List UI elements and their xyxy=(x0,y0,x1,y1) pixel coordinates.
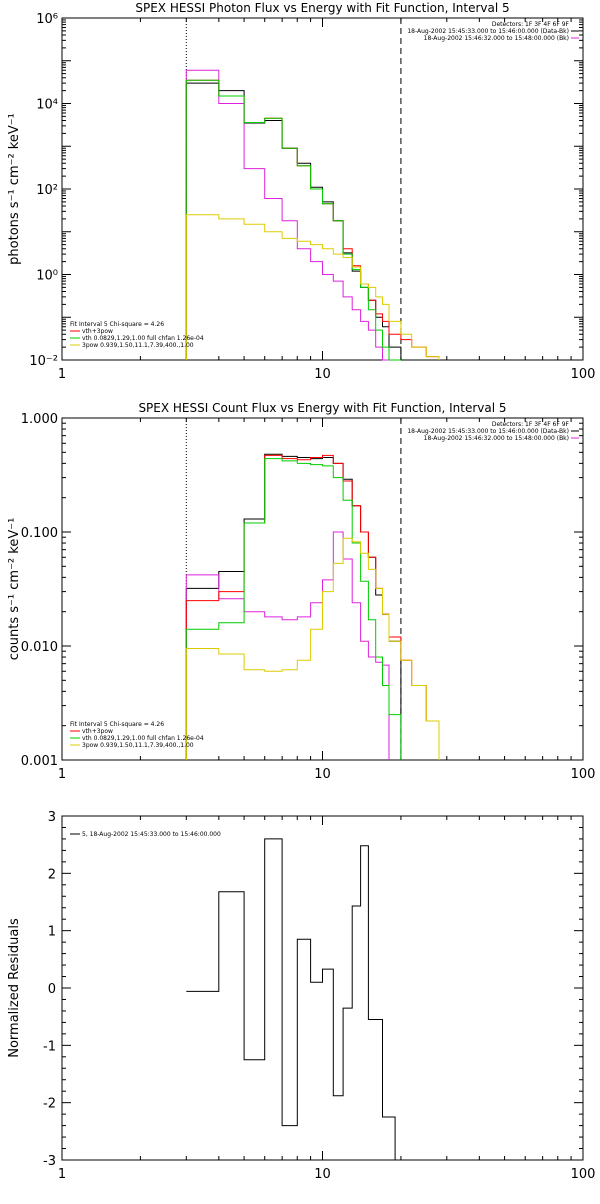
chart-title: SPEX HESSI Count Flux vs Energy with Fit… xyxy=(138,401,506,415)
y-tick-label: 0 xyxy=(48,982,56,997)
y-tick-label: -3 xyxy=(43,1154,56,1169)
x-tick-label: 100 xyxy=(571,367,596,382)
legend-bottomleft-text: Fit Interval 5 Chi-square = 4.26 xyxy=(70,721,164,728)
x-tick-label: 100 xyxy=(571,767,596,782)
y-axis-label: Normalized Residuals xyxy=(7,918,22,1058)
chart-title: SPEX HESSI Photon Flux vs Energy with Fi… xyxy=(135,1,509,15)
legend-bottomleft-text: vth 0.0829,1.29,1.00 full chfan 1.26e-04 xyxy=(82,735,204,742)
y-tick-label: 2 xyxy=(48,867,56,882)
legend-bottomleft-text: vth+3pow xyxy=(82,328,113,335)
legend-bottomleft-text: Fit Interval 5 Chi-square = 4.26 xyxy=(70,321,164,328)
y-tick-label: 10⁻² xyxy=(29,354,58,369)
legend-bottomleft-text: vth+3pow xyxy=(82,728,113,735)
x-tick-label: 1 xyxy=(58,367,66,382)
y-axis-label: photons s⁻¹ cm⁻² keV⁻¹ xyxy=(7,113,22,265)
series-line-bk xyxy=(185,531,390,760)
series-line-vth xyxy=(185,458,402,760)
x-tick-label: 10 xyxy=(314,767,331,782)
series-line-vth xyxy=(185,79,401,361)
legend-topright-text: 18-Aug-2002 15:46:32.000 to 15:48:00.000… xyxy=(424,435,569,442)
x-tick-label: 1 xyxy=(58,767,66,782)
x-tick-label: 1 xyxy=(58,1167,66,1182)
y-tick-label: 10² xyxy=(36,183,58,198)
legend-topright-text: 18-Aug-2002 15:46:32.000 to 15:48:00.000… xyxy=(424,35,569,42)
x-tick-label: 10 xyxy=(314,1167,331,1182)
y-tick-label: -2 xyxy=(43,1097,56,1112)
series-line-residual xyxy=(186,838,401,1161)
chart-panel-2: SPEX HESSI Count Flux vs Energy with Fit… xyxy=(7,401,595,782)
x-tick-label: 10 xyxy=(314,367,331,382)
y-tick-label: 10⁶ xyxy=(36,12,58,27)
series-line-3pow xyxy=(185,537,440,760)
x-tick-label: 100 xyxy=(571,1167,596,1182)
chart-panel-3: 1 10 100 -3 -2 -1 0 1 2 3 Normalized Residuals 5, 1… xyxy=(7,810,595,1182)
y-tick-label: 10⁰ xyxy=(36,269,58,284)
legend-bottomleft-text: 3pow 0.939,1.50,11.1,7.39,400.,1.00 xyxy=(82,742,194,749)
legend-topright-text: 18-Aug-2002 15:45:33.000 to 15:46:00.000… xyxy=(407,428,569,435)
y-tick-label: 10⁴ xyxy=(36,98,58,113)
series-line-bk xyxy=(185,69,389,361)
y-axis-label: counts s⁻¹ cm⁻² keV⁻¹ xyxy=(7,518,22,661)
y-tick-label: 1.000 xyxy=(21,412,58,427)
series-line-data-bk xyxy=(185,82,402,360)
chart-panel-1: SPEX HESSI Photon Flux vs Energy with Fi… xyxy=(7,1,595,382)
legend-bottomleft-text: 3pow 0.939,1.50,11.1,7.39,400.,1.00 xyxy=(82,342,194,349)
y-tick-label: 3 xyxy=(48,810,56,825)
y-tick-label: 0.010 xyxy=(21,640,58,655)
legend-topright-text: Detectors: 1F 3F 4F 6F 9F xyxy=(492,421,570,428)
legend-topleft-text: 5, 18-Aug-2002 15:45:33.000 to 15:46:00.… xyxy=(82,831,221,838)
plot-frame xyxy=(61,815,584,1161)
legend-topright-text: 18-Aug-2002 15:45:33.000 to 15:46:00.000… xyxy=(407,28,569,35)
y-tick-label: 0.001 xyxy=(21,754,58,769)
series-line-3pow xyxy=(185,214,440,360)
y-tick-label: 0.100 xyxy=(21,526,58,541)
y-tick-label: -1 xyxy=(43,1039,56,1054)
legend-topright-text: Detectors: 1F 3F 4F 6F 9F xyxy=(492,21,570,28)
y-tick-label: 1 xyxy=(48,925,56,940)
legend-bottomleft-text: vth 0.0829,1.29,1.00 full chfan 1.26e-04 xyxy=(82,335,204,342)
